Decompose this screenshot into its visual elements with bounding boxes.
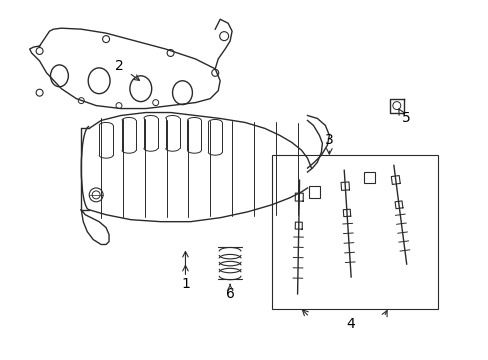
- Text: 2: 2: [114, 59, 123, 73]
- Bar: [364, 172, 374, 183]
- Text: 4: 4: [346, 317, 355, 331]
- Text: 5: 5: [402, 112, 410, 126]
- Bar: [271, 155, 438, 309]
- Text: 3: 3: [325, 133, 333, 147]
- Text: 1: 1: [181, 277, 189, 291]
- Text: 6: 6: [225, 287, 234, 301]
- Bar: [308, 186, 320, 198]
